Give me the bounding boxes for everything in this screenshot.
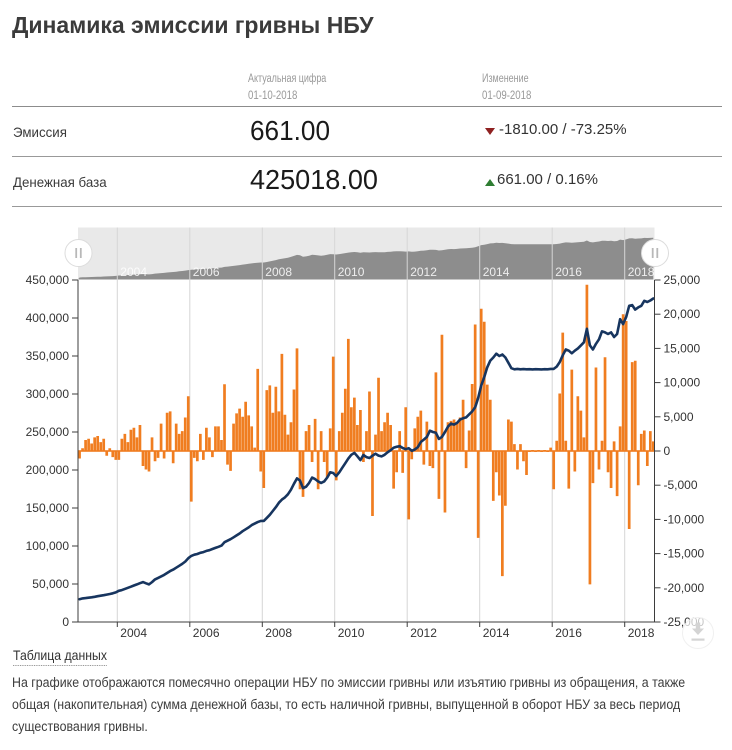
svg-text:300,000: 300,000 bbox=[26, 387, 70, 401]
svg-text:2008: 2008 bbox=[265, 265, 292, 279]
svg-text:0: 0 bbox=[62, 615, 69, 629]
svg-text:-10,000: -10,000 bbox=[664, 512, 705, 526]
svg-text:2018: 2018 bbox=[628, 626, 655, 640]
svg-text:2012: 2012 bbox=[410, 265, 437, 279]
svg-text:200,000: 200,000 bbox=[26, 463, 70, 477]
svg-text:2016: 2016 bbox=[555, 265, 582, 279]
svg-text:-15,000: -15,000 bbox=[664, 547, 705, 561]
svg-text:2014: 2014 bbox=[483, 626, 510, 640]
svg-text:5,000: 5,000 bbox=[664, 410, 694, 424]
svg-text:2012: 2012 bbox=[410, 626, 437, 640]
svg-text:25,000: 25,000 bbox=[664, 273, 701, 287]
svg-text:350,000: 350,000 bbox=[26, 349, 70, 363]
svg-text:400,000: 400,000 bbox=[26, 311, 70, 325]
svg-text:250,000: 250,000 bbox=[26, 425, 70, 439]
svg-text:2016: 2016 bbox=[555, 626, 582, 640]
svg-text:2010: 2010 bbox=[338, 626, 365, 640]
svg-text:2008: 2008 bbox=[265, 626, 292, 640]
svg-text:2004: 2004 bbox=[120, 626, 147, 640]
svg-text:15,000: 15,000 bbox=[664, 341, 701, 355]
svg-text:450,000: 450,000 bbox=[26, 273, 70, 287]
svg-text:20,000: 20,000 bbox=[664, 307, 701, 321]
svg-text:2004: 2004 bbox=[120, 265, 147, 279]
svg-text:-5,000: -5,000 bbox=[664, 478, 698, 492]
svg-text:-20,000: -20,000 bbox=[664, 581, 705, 595]
svg-text:2014: 2014 bbox=[483, 265, 510, 279]
svg-text:0: 0 bbox=[664, 444, 671, 458]
svg-text:150,000: 150,000 bbox=[26, 501, 70, 515]
svg-text:50,000: 50,000 bbox=[32, 577, 69, 591]
svg-text:2018: 2018 bbox=[628, 265, 655, 279]
svg-text:100,000: 100,000 bbox=[26, 539, 70, 553]
svg-text:2006: 2006 bbox=[193, 265, 220, 279]
svg-text:10,000: 10,000 bbox=[664, 376, 701, 390]
svg-text:2010: 2010 bbox=[338, 265, 365, 279]
svg-text:2006: 2006 bbox=[193, 626, 220, 640]
